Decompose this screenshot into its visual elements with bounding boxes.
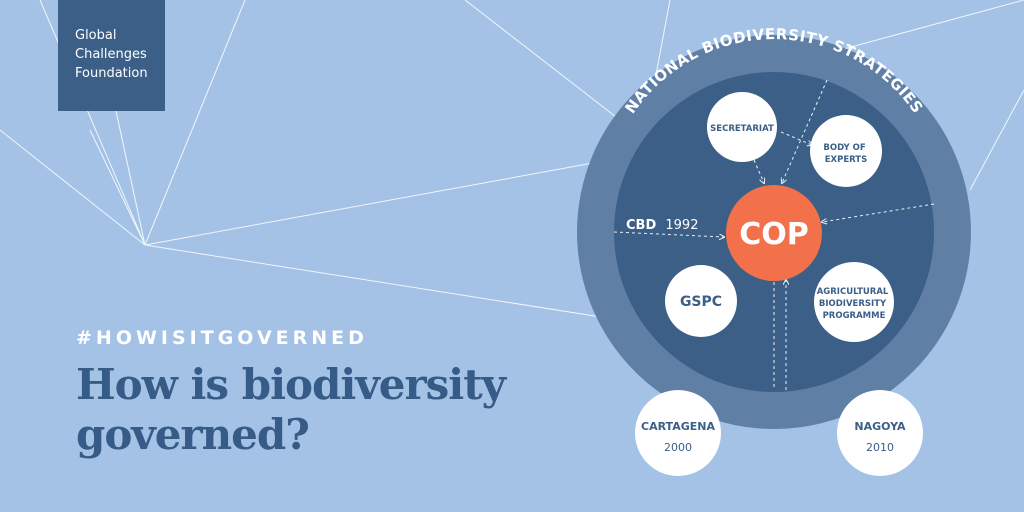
logo-line-2: Challenges [75, 47, 147, 62]
agricultural-label: AGRICULTURAL BIODIVERSITY PROGRAMME [817, 287, 892, 321]
secretariat-label: SECRETARIAT [710, 124, 774, 134]
body-of-experts-node [810, 115, 882, 187]
agricultural-line-1: AGRICULTURAL [817, 287, 889, 297]
nagoya-node [837, 390, 923, 476]
cartagena-name: CARTAGENA [641, 420, 715, 433]
logo-line-3: Foundation [75, 66, 148, 81]
nagoya-name: NAGOYA [854, 420, 906, 433]
hashtag: #HOWISITGOVERNED [76, 327, 368, 349]
nagoya-year: 2010 [866, 441, 894, 454]
agricultural-line-2: BIODIVERSITY [819, 299, 887, 309]
cbd-label-year: 1992 [665, 218, 698, 233]
gspc-node [665, 265, 737, 337]
gspc-label: GSPC [680, 294, 722, 310]
body-of-experts-line-2: EXPERTS [825, 155, 867, 165]
body-of-experts-line-1: BODY OF [823, 143, 865, 153]
secretariat-node [707, 92, 777, 162]
body-of-experts-label: BODY OF EXPERTS [823, 143, 868, 165]
agricultural-line-3: PROGRAMME [823, 311, 886, 321]
agricultural-node [814, 262, 894, 342]
page-title: How is biodiversity governed? [76, 360, 506, 460]
cbd-label-bold: CBD [626, 218, 656, 233]
logo: Global Challenges Foundation [58, 0, 165, 111]
headline-line-1: How is biodiversity [76, 360, 506, 409]
cop-label: COP [739, 217, 809, 252]
logo-line-1: Global [75, 28, 117, 43]
cartagena-year: 2000 [664, 441, 692, 454]
cbd-label: CBD 1992 [626, 218, 698, 233]
headline-line-2: governed? [76, 410, 310, 459]
connector-lines [613, 79, 935, 390]
cartagena-node [635, 390, 721, 476]
cop-node [726, 185, 822, 281]
